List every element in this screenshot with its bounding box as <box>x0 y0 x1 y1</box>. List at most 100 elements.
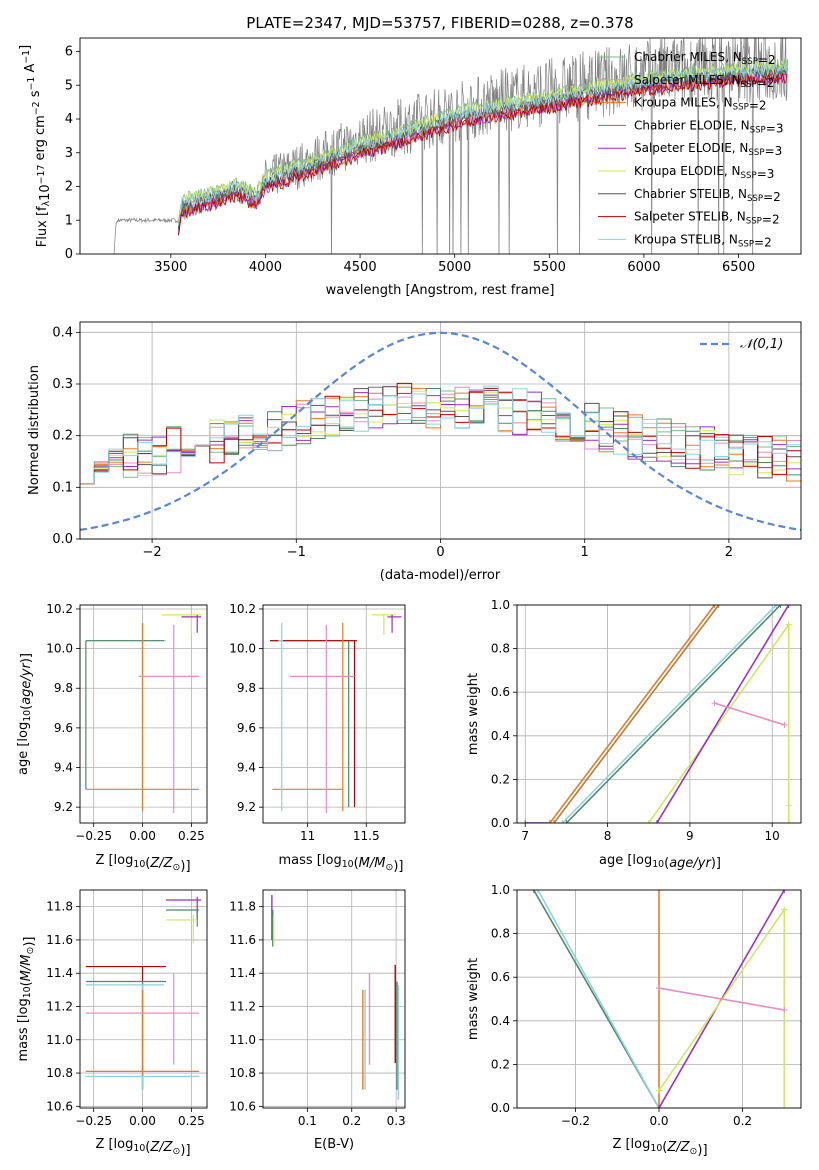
y-tick-label: 9.4 <box>237 761 256 775</box>
x-tick-label: 6500 <box>722 260 755 275</box>
cdf-marker <box>773 605 780 608</box>
y-axis-label: age [log10(age/yr)] <box>16 653 34 775</box>
x-tick-label: 10 <box>765 829 780 843</box>
y-tick-label: 0.0 <box>491 816 510 830</box>
panel-spectrum: 3500 4000 4500 5000 5500 6000 6500 0 1 2 3 4 5 6 Flux … <box>18 37 802 298</box>
y-tick-label: 0 <box>65 247 73 262</box>
panel-mass_vs_Z: −0.25 0.00 0.25 10.6 10.8 11.0 11.2 11.4 11.6 11.… <box>16 889 208 1158</box>
x-tick-label: 0.1 <box>298 1114 317 1128</box>
legend-entry: Kroupa MILES, NSSP=2 <box>634 96 767 113</box>
x-tick-label: 5000 <box>438 260 471 275</box>
spectrum-model-line <box>178 60 788 223</box>
y-tick-label: 0.6 <box>491 685 510 699</box>
figure-title: PLATE=2347, MJD=53757, FIBERID=0288, z=0… <box>246 14 633 32</box>
axes-frame <box>516 604 802 824</box>
y-tick-label: 10.6 <box>46 1099 73 1113</box>
axes-frame <box>79 604 208 824</box>
plot-area-cdf_age <box>522 605 792 823</box>
cdf-marker <box>559 820 566 823</box>
cdf-marker <box>785 820 792 823</box>
y-tick-label: 6 <box>65 45 73 60</box>
legend-entry: Salpeter STELIB, NSSP=2 <box>634 210 780 227</box>
y-axis-label: mass weight <box>466 673 481 755</box>
x-axis-label: Z [log10(Z/Z⊙)] <box>95 1137 190 1158</box>
x-tick-label: 3500 <box>154 260 187 275</box>
cdf-marker <box>656 890 662 893</box>
x-tick-label: 0.25 <box>178 1114 205 1128</box>
x-tick-label: 0.0 <box>649 1114 668 1128</box>
y-tick-label: 10.0 <box>46 642 73 656</box>
y-tick-label: 0.6 <box>491 970 510 984</box>
axes-frame <box>79 37 802 255</box>
x-axis-label: age [log10(age/yr)] <box>599 853 721 871</box>
y-tick-label: 0.4 <box>491 729 510 743</box>
cdf-marker <box>781 890 788 893</box>
plot-area-age_vs_Z <box>85 614 202 814</box>
legend-entry: Kroupa STELIB, NSSP=2 <box>634 232 772 249</box>
panel-residuals: −2 −1 0 1 2 0.0 0.1 0.2 0.3 0.4 𝒩(0,1) Normed distr… <box>27 321 802 583</box>
legend-entry: Kroupa ELODIE, NSSP=3 <box>634 164 774 181</box>
panel-age_vs_mass: 11 11.5 9.2 9.4 9.6 9.8 10.0 10.2 mass [log10(M/… <box>229 602 406 874</box>
x-tick-label: −0.2 <box>561 1114 590 1128</box>
y-tick-label: 3 <box>65 146 73 161</box>
cdf-marker <box>656 1105 662 1108</box>
y-axis-label: mass [log10(M/M⊙)] <box>16 937 37 1062</box>
cdf-line <box>553 605 720 823</box>
y-tick-label: 11.2 <box>229 999 256 1013</box>
y-tick-label: 9.4 <box>54 761 73 775</box>
spectrum-model-line <box>178 63 788 227</box>
y-tick-label: 0.2 <box>491 1057 510 1071</box>
x-tick-label: 4500 <box>344 260 377 275</box>
cdf-line <box>658 987 785 1011</box>
x-tick-label: 1 <box>581 545 589 560</box>
x-tick-label: 0.3 <box>387 1114 406 1128</box>
legend-entry: Chabrier MILES, NSSP=2 <box>634 50 776 67</box>
cdf-line <box>648 624 790 823</box>
cdf-line <box>561 605 777 823</box>
cdf-marker <box>777 605 784 608</box>
y-tick-label: 11.4 <box>46 966 73 980</box>
cdf-line <box>537 890 660 1108</box>
y-tick-label: 0.0 <box>52 532 73 547</box>
y-tick-label: 4 <box>65 112 73 127</box>
panel-cdf_age: 7 8 9 10 0.0 0.2 0.4 0.6 0.8 1.0 mass weight age [l… <box>466 598 802 871</box>
y-tick-label: 11.0 <box>229 1033 256 1047</box>
cdf-marker <box>715 605 722 608</box>
normal-reference-curve <box>80 331 801 531</box>
y-axis-label: mass weight <box>466 958 481 1040</box>
cdf-line <box>565 605 781 823</box>
y-tick-label: 5 <box>65 78 73 93</box>
x-axis-label: Z [log10(Z/Z⊙)] <box>95 853 190 874</box>
legend-entry: Salpeter MILES, NSSP=2 <box>634 73 774 90</box>
plot-area-residuals <box>80 331 801 531</box>
x-tick-label: 2 <box>725 545 733 560</box>
y-tick-label: 0.4 <box>52 325 73 340</box>
y-tick-label: 0.2 <box>52 429 73 444</box>
y-tick-label: 9.6 <box>237 721 256 735</box>
cdf-marker <box>534 890 541 893</box>
x-tick-label: 0.00 <box>129 829 156 843</box>
cdf-marker <box>563 820 570 823</box>
x-tick-label: −1 <box>287 545 306 560</box>
y-tick-label: 0.1 <box>52 480 73 495</box>
y-tick-label: 11.6 <box>229 933 256 947</box>
cdf-line <box>714 702 785 726</box>
y-tick-label: 11.0 <box>46 1033 73 1047</box>
cdf-marker <box>645 820 652 823</box>
x-tick-label: 0.2 <box>733 1114 752 1128</box>
cdf-marker <box>781 1006 788 1013</box>
y-tick-label: 11.8 <box>229 900 256 914</box>
y-tick-label: 9.8 <box>237 681 256 695</box>
plot-area-mass_vs_ebv <box>271 894 400 1100</box>
y-tick-label: 11.6 <box>46 933 73 947</box>
cdf-marker <box>785 605 792 608</box>
plot-area-cdf_Z <box>530 890 788 1108</box>
cdf-marker <box>530 890 537 893</box>
x-tick-label: 9 <box>686 829 694 843</box>
legend-entry: Chabrier STELIB, NSSP=2 <box>634 187 781 204</box>
cdf-line <box>656 605 790 823</box>
x-tick-label: 0.2 <box>342 1114 361 1128</box>
y-tick-label: 11.2 <box>46 999 73 1013</box>
y-tick-label: 9.6 <box>54 721 73 735</box>
